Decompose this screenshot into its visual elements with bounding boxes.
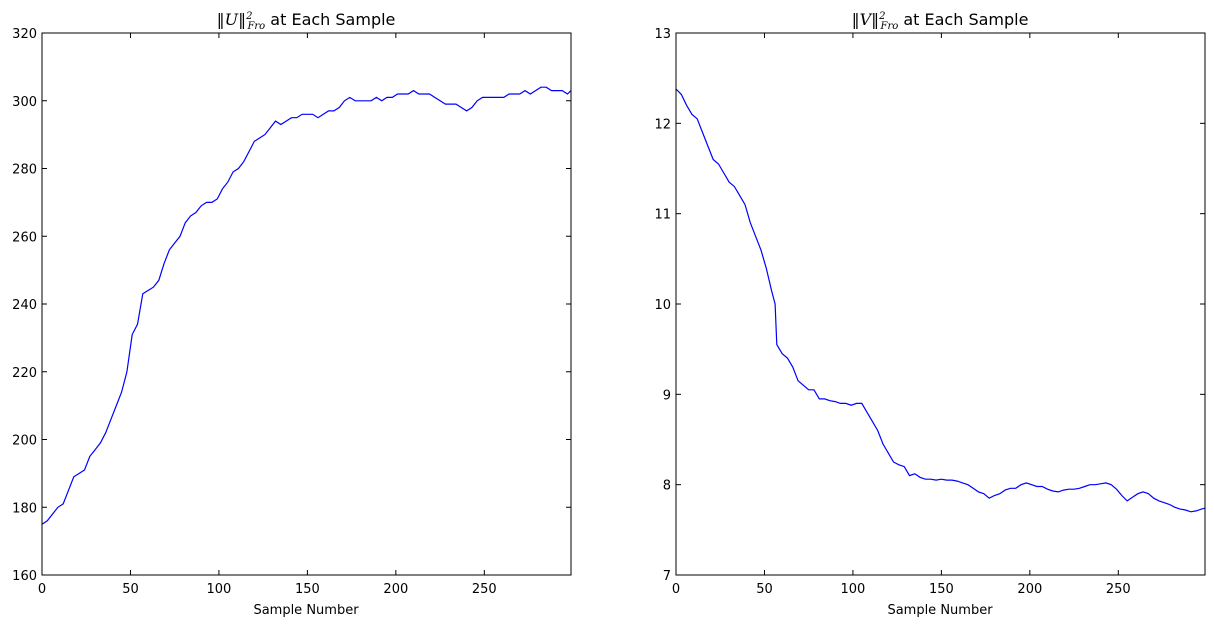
chart-u-norm: ‖U‖2 Fro at Each Sample Sample Number 0 50… bbox=[12, 10, 572, 618]
x-tick-label: 250 bbox=[472, 582, 497, 597]
y-tick-label: 10 bbox=[654, 298, 671, 313]
title-rest-v: at Each Sample bbox=[898, 10, 1028, 29]
x-tick-label: 0 bbox=[38, 582, 46, 597]
title-norm-v: ‖V‖ bbox=[852, 10, 880, 29]
y-tick-label: 300 bbox=[12, 95, 37, 110]
x-axis-label-v: Sample Number bbox=[887, 603, 993, 618]
x-tick-label: 100 bbox=[841, 582, 866, 597]
y-tick-label: 180 bbox=[12, 501, 37, 516]
y-tick-label: 280 bbox=[12, 163, 37, 178]
x-tick-label: 150 bbox=[929, 582, 954, 597]
y-tick-label: 12 bbox=[654, 117, 671, 132]
title-norm-u: ‖U‖ bbox=[217, 10, 246, 29]
y-tick-label: 200 bbox=[12, 434, 37, 449]
x-tick-label: 50 bbox=[122, 582, 139, 597]
x-axis-label-u: Sample Number bbox=[253, 603, 359, 618]
y-tick-label: 240 bbox=[12, 298, 37, 313]
y-tick-label: 320 bbox=[12, 27, 37, 42]
y-tick-label: 260 bbox=[12, 230, 37, 245]
y-tick-label: 9 bbox=[663, 388, 671, 403]
title-sub-u: Fro bbox=[246, 21, 265, 32]
title-sup-u: 2 bbox=[245, 11, 252, 22]
chart-title-u: ‖U‖2 Fro at Each Sample bbox=[217, 10, 396, 32]
y-tick-label: 160 bbox=[12, 569, 37, 584]
x-tick-label: 200 bbox=[383, 582, 408, 597]
y-tick-label: 13 bbox=[654, 27, 671, 42]
title-sub-v: Fro bbox=[880, 21, 899, 32]
title-sup-v: 2 bbox=[878, 11, 885, 22]
y-tick-label: 7 bbox=[663, 569, 671, 584]
title-rest-u: at Each Sample bbox=[265, 10, 395, 29]
x-tick-label: 150 bbox=[295, 582, 320, 597]
chart-v-norm: ‖V‖2 Fro at Each Sample Sample Number 0 50… bbox=[654, 10, 1206, 618]
y-tick-label: 11 bbox=[654, 208, 671, 223]
chart-title-v: ‖V‖2 Fro at Each Sample bbox=[852, 10, 1029, 32]
y-tick-label: 8 bbox=[663, 479, 671, 494]
series-line-u bbox=[41, 86, 572, 525]
plot-frame-v bbox=[675, 32, 1206, 576]
x-tick-label: 100 bbox=[207, 582, 232, 597]
series-line-v bbox=[675, 88, 1206, 513]
y-tick-label: 220 bbox=[12, 366, 37, 381]
x-tick-label: 50 bbox=[756, 582, 773, 597]
x-tick-label: 250 bbox=[1106, 582, 1131, 597]
x-tick-label: 0 bbox=[672, 582, 680, 597]
x-tick-label: 200 bbox=[1017, 582, 1042, 597]
